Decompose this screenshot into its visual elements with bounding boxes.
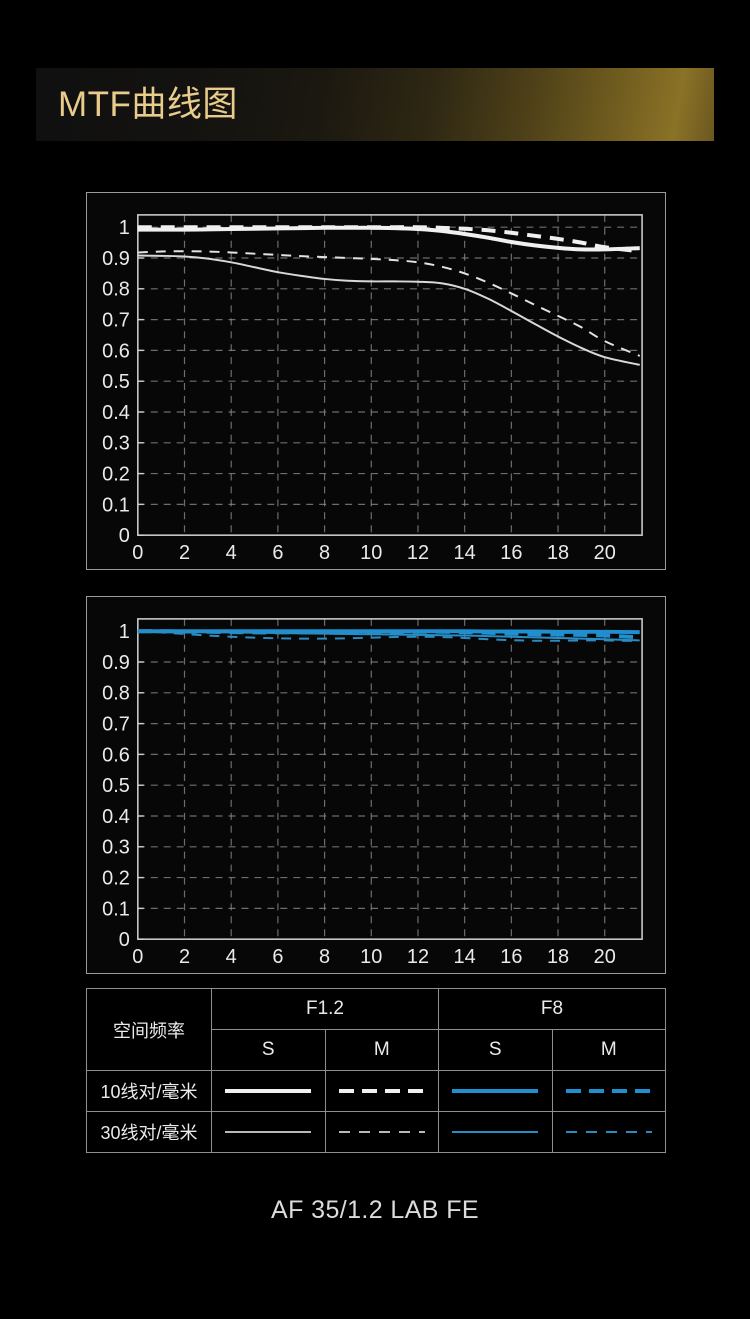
legend-swatch-10-f8-m (551, 1070, 666, 1112)
legend-header-f8-s: S (438, 1029, 553, 1071)
svg-text:8: 8 (319, 542, 330, 564)
legend-table-container: 空间频率 F1.2 F8 S M S M 10线对/毫米 (86, 988, 666, 1153)
svg-text:14: 14 (454, 946, 476, 968)
svg-text:12: 12 (407, 542, 429, 564)
svg-text:2: 2 (179, 542, 190, 564)
line-sample-icon (225, 1131, 312, 1133)
svg-text:8: 8 (319, 946, 330, 968)
line-sample-icon (452, 1131, 539, 1133)
svg-text:18: 18 (547, 946, 569, 968)
svg-text:0: 0 (132, 542, 143, 564)
svg-text:0.7: 0.7 (102, 714, 130, 736)
legend-row-label-10lpmm: 10线对/毫米 (86, 1070, 212, 1112)
legend-swatch-10-f8-s (438, 1070, 553, 1112)
svg-text:6: 6 (272, 946, 283, 968)
svg-text:0.9: 0.9 (102, 652, 130, 674)
svg-text:4: 4 (226, 542, 237, 564)
svg-text:0.1: 0.1 (102, 494, 130, 516)
legend-header-f8-m: M (551, 1029, 666, 1071)
svg-text:20: 20 (594, 946, 616, 968)
svg-text:0: 0 (119, 929, 130, 951)
legend-swatch-10-f1_2-m (324, 1070, 439, 1112)
line-sample-icon (338, 1089, 425, 1093)
svg-text:0.7: 0.7 (102, 310, 130, 332)
legend-swatch-30-f8-s (438, 1111, 553, 1153)
svg-text:0.1: 0.1 (102, 898, 130, 920)
line-sample-icon (565, 1131, 652, 1133)
svg-text:1: 1 (119, 621, 130, 643)
svg-text:0.8: 0.8 (102, 279, 130, 301)
svg-text:0.5: 0.5 (102, 371, 130, 393)
svg-text:0.6: 0.6 (102, 340, 130, 362)
svg-text:1: 1 (119, 217, 130, 239)
legend-header-f1_2-s: S (211, 1029, 326, 1071)
svg-text:0.8: 0.8 (102, 683, 130, 705)
legend-header-row-aperture: 空间频率 F1.2 F8 (86, 988, 666, 1071)
svg-text:0.4: 0.4 (102, 402, 130, 424)
line-sample-icon (225, 1089, 312, 1093)
svg-text:0.5: 0.5 (102, 775, 130, 797)
mtf-chart-f1_2-svg: 00.10.20.30.40.50.60.70.80.910 2 4 6 8 10 12 14… (102, 214, 643, 564)
svg-text:0.6: 0.6 (102, 744, 130, 766)
svg-text:6: 6 (272, 542, 283, 564)
legend-row-10lpmm: 10线对/毫米 (86, 1070, 666, 1112)
legend-header-aperture-f8: F8 (438, 988, 666, 1030)
svg-text:0.4: 0.4 (102, 806, 130, 828)
svg-text:0: 0 (119, 525, 130, 547)
legend-header-row-sm: S M S M (87, 1029, 666, 1071)
mtf-chart-f8: 0 0.1 0.2 0.3 0.4 0.5 0.6 0.7 0.8 0.9 1 0 2 4 6 8 10 12 14… (86, 596, 666, 974)
legend-swatch-30-f1_2-s (211, 1111, 326, 1153)
svg-text:4: 4 (226, 946, 237, 968)
svg-text:12: 12 (407, 946, 429, 968)
legend-row-30lpmm: 30线对/毫米 (86, 1111, 666, 1153)
svg-text:0.9: 0.9 (102, 248, 130, 270)
legend-header-f1_2-m: M (324, 1029, 439, 1071)
svg-text:18: 18 (547, 542, 569, 564)
svg-text:10: 10 (360, 542, 382, 564)
svg-text:0.2: 0.2 (102, 464, 130, 486)
line-sample-icon (452, 1089, 539, 1093)
legend-header-spatial-frequency: 空间频率 (86, 988, 212, 1071)
lens-model-caption: AF 35/1.2 LAB FE (271, 1196, 479, 1224)
header-banner (36, 68, 714, 141)
svg-text:2: 2 (179, 946, 190, 968)
legend-swatch-30-f8-m (551, 1111, 666, 1153)
legend-header-aperture-f1_2: F1.2 (211, 988, 439, 1030)
svg-text:20: 20 (594, 542, 616, 564)
legend-table: 空间频率 F1.2 F8 S M S M 10线对/毫米 (86, 988, 666, 1153)
svg-text:16: 16 (500, 542, 522, 564)
line-sample-icon (338, 1131, 425, 1133)
svg-text:0.3: 0.3 (102, 837, 130, 859)
legend-row-label-30lpmm: 30线对/毫米 (86, 1111, 212, 1153)
mtf-chart-f8-svg: 00.10.20.30.40.50.60.70.80.910 2 4 6 8 10 12 14… (102, 618, 643, 968)
page-title: MTF曲线图 (58, 85, 238, 124)
legend-swatch-10-f1_2-s (211, 1070, 326, 1112)
svg-text:0.3: 0.3 (102, 433, 130, 455)
svg-text:16: 16 (500, 946, 522, 968)
mtf-chart-f1_2: 0 0.1 0.2 0.3 0.4 0.5 0.6 0.7 0.8 0.9 1 0 2 4 6 8 10 12 14… (86, 192, 666, 570)
svg-text:0: 0 (132, 946, 143, 968)
svg-text:0.2: 0.2 (102, 868, 130, 890)
legend-swatch-30-f1_2-m (324, 1111, 439, 1153)
svg-text:10: 10 (360, 946, 382, 968)
svg-text:14: 14 (454, 542, 476, 564)
line-sample-icon (565, 1089, 652, 1093)
